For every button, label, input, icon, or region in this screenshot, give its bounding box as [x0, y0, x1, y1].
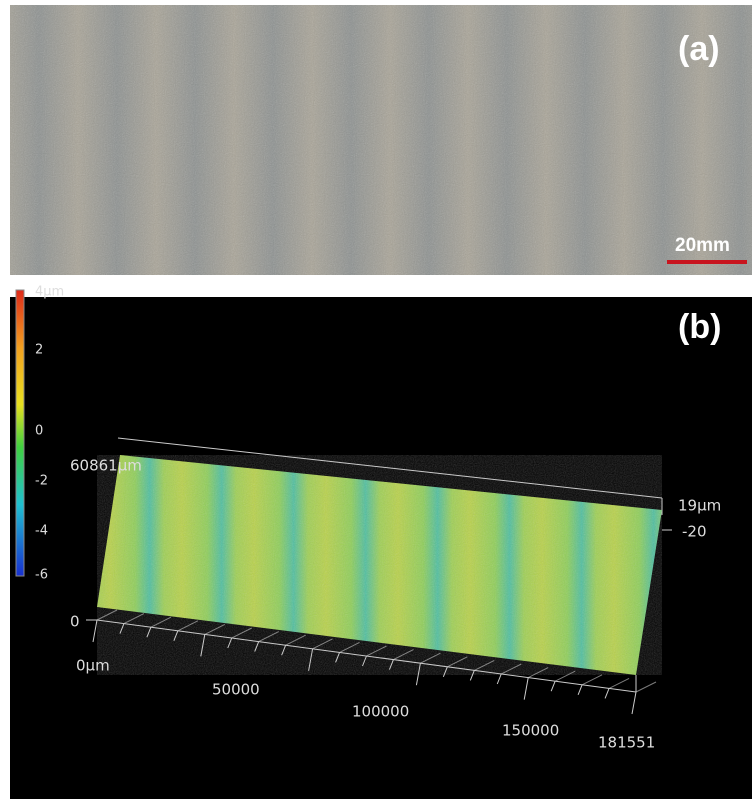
- grid-line: [177, 620, 199, 632]
- x-tick-label: 181551: [598, 734, 655, 752]
- x-tick: [604, 688, 610, 699]
- x-tick-label: 150000: [502, 722, 559, 740]
- grid-line: [447, 656, 468, 668]
- grid-line: [123, 613, 145, 625]
- scale-bar-label: 20mm: [675, 235, 730, 256]
- x-tick-label: 0µm: [76, 657, 110, 675]
- grid-line: [474, 659, 495, 671]
- grid-line: [554, 670, 576, 682]
- grid-line: [608, 677, 630, 689]
- y-axis-min: 0: [70, 613, 80, 631]
- x-tick: [415, 663, 421, 686]
- x-tick: [550, 681, 556, 692]
- x-tick-label: 100000: [352, 703, 409, 721]
- grid-line: [339, 641, 360, 653]
- grid-line: [285, 634, 306, 646]
- colorbar-label: 0: [35, 424, 43, 439]
- x-tick: [496, 673, 502, 685]
- scale-bar: [667, 260, 747, 264]
- colorbar-label: -6: [35, 568, 48, 583]
- x-tick: [577, 684, 583, 695]
- grid-line: [231, 627, 252, 639]
- grid-line: [501, 663, 522, 675]
- x-tick: [631, 691, 637, 715]
- x-tick: [335, 652, 341, 663]
- x-tick: [523, 677, 529, 700]
- x-tick: [442, 666, 448, 677]
- panel-label: (b): [678, 308, 721, 346]
- colorbar-labels: 4µm 2 0 -2 -4 -6: [35, 285, 64, 583]
- grid-line: [150, 616, 172, 628]
- x-tick: [388, 659, 394, 670]
- x-tick: [173, 630, 179, 641]
- x-ticks: [92, 609, 657, 715]
- colorbar-label: 2: [35, 343, 43, 358]
- colorbar-label: 4µm: [35, 285, 64, 300]
- z-axis-max: 19µm: [678, 497, 721, 515]
- grid-line: [366, 645, 387, 657]
- photo-texture: [10, 5, 752, 275]
- x-tick: [469, 670, 475, 681]
- x-tick-label: 50000: [212, 681, 260, 699]
- x-tick: [254, 641, 260, 652]
- grid-line: [312, 638, 333, 650]
- colorbar: [15, 289, 25, 577]
- grid-line: [581, 674, 603, 686]
- surface-texture: [97, 455, 662, 675]
- grid-line: [204, 623, 226, 635]
- colorbar-label: -4: [35, 524, 48, 539]
- grid-line: [258, 631, 279, 643]
- grid-line: [420, 652, 441, 664]
- x-tick: [119, 623, 125, 634]
- x-tick: [146, 627, 152, 638]
- panel-label: (a): [678, 30, 720, 68]
- grid-line: [96, 609, 118, 621]
- colorbar-label: -2: [35, 474, 48, 489]
- x-tick: [227, 637, 233, 649]
- x-tick: [308, 648, 314, 671]
- z-axis-min: -20: [682, 523, 707, 541]
- y-axis-max: 60861µm: [70, 457, 142, 475]
- x-tick: [362, 655, 367, 667]
- grid-line: [635, 681, 657, 693]
- x-tick: [92, 619, 98, 643]
- x-tick: [200, 634, 206, 657]
- grid-line: [527, 667, 549, 679]
- grid-line: [393, 649, 414, 661]
- x-tick: [281, 645, 287, 656]
